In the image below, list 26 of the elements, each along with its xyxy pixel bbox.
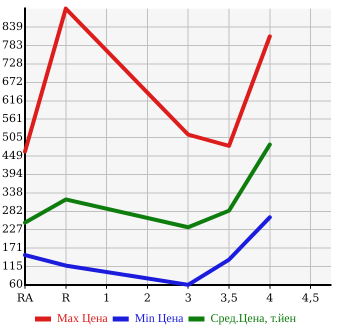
x-tick-label: 3,5 [220, 291, 238, 304]
x-tick-label: 4 [266, 291, 274, 304]
y-tick-label: 282 [2, 204, 23, 218]
legend-label: Min Цена [134, 311, 184, 326]
x-tick-label: R [62, 291, 71, 304]
y-tick-label: 839 [2, 20, 23, 33]
y-tick-label: 728 [2, 56, 23, 70]
y-tick-label: 338 [2, 186, 23, 199]
y-tick-label: 171 [2, 240, 23, 254]
x-tick-label: 4,5 [302, 291, 320, 304]
y-tick-label: 227 [2, 222, 23, 236]
y-tick-label: 783 [2, 38, 23, 52]
y-tick-label: 115 [2, 259, 23, 272]
y-tick-label: 505 [2, 130, 23, 144]
y-tick-label: 449 [2, 148, 23, 162]
y-tick-label: 394 [2, 167, 23, 180]
legend-label: Сред.Цена, т.йен [210, 311, 297, 326]
y-tick-label: 672 [2, 75, 23, 88]
x-tick-label: 3 [184, 291, 192, 304]
y-tick-label: 616 [2, 94, 23, 107]
y-tick-label: 561 [2, 112, 23, 125]
x-tick-label: RA [16, 291, 34, 304]
x-tick-label: 1 [103, 291, 110, 304]
x-tick-label: 2 [144, 291, 151, 304]
legend-label: Max Цена [56, 311, 108, 326]
y-tick-label: 60 [8, 278, 23, 291]
